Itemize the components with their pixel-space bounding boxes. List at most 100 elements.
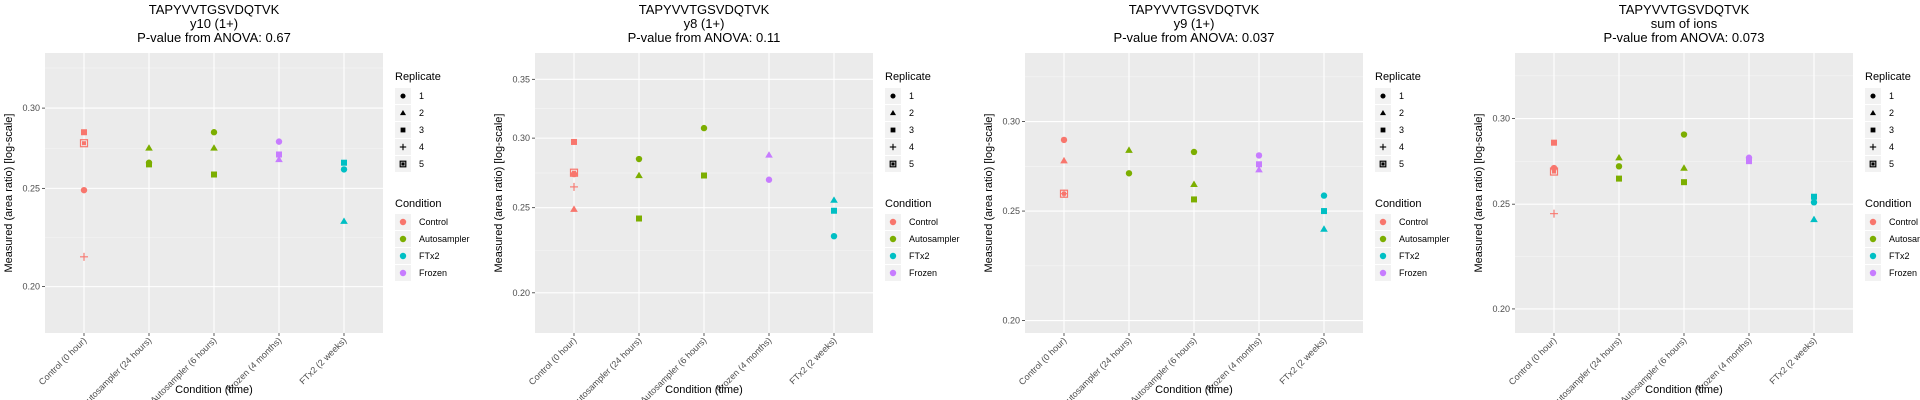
data-point xyxy=(1060,189,1068,198)
x-tick-label: FTx2 (2 weeks) xyxy=(1277,335,1328,386)
legend-label-replicate: 1 xyxy=(1889,91,1894,101)
legend-label-condition: Autosampler xyxy=(1889,234,1920,244)
chart-title-line: y9 (1+) xyxy=(1174,16,1215,31)
legend-key-color xyxy=(889,269,897,277)
legend-label-replicate: 3 xyxy=(909,125,914,135)
y-tick-label: 0.30 xyxy=(22,103,40,113)
data-point xyxy=(341,159,347,166)
x-tick-label: Autosampler (24 hours) xyxy=(1060,335,1134,400)
marker-triangle xyxy=(570,205,578,212)
y-tick-label: 0.20 xyxy=(1492,304,1510,314)
data-point xyxy=(1256,161,1262,168)
x-tick-label: FTx2 (2 weeks) xyxy=(297,335,348,386)
marker-circle xyxy=(80,186,88,194)
chart-title-line: y10 (1+) xyxy=(190,16,238,31)
data-point xyxy=(1125,146,1133,153)
data-point xyxy=(1810,199,1818,206)
legend-key-plus xyxy=(399,143,407,151)
data-point xyxy=(1811,193,1817,200)
legend: Replicate 1 2 3 4 5 Condition Control Autosample… xyxy=(1865,71,1920,281)
legend-label-replicate: 4 xyxy=(909,142,914,152)
y-tick-label: 0.25 xyxy=(512,203,530,213)
legend-label-condition: FTx2 xyxy=(1889,251,1910,261)
legend-key-square xyxy=(400,127,406,133)
legend-key-color xyxy=(1869,218,1877,226)
x-axis-title: Condition (time) xyxy=(175,384,253,396)
legend-key-color xyxy=(1379,252,1387,260)
data-point xyxy=(1060,156,1068,164)
legend-title-condition: Condition xyxy=(1865,198,1911,210)
data-point xyxy=(145,144,153,151)
marker-box xyxy=(1379,160,1387,168)
chart-title-line: TAPYVVTGSVDQTVK xyxy=(149,2,280,17)
legend-key-circle xyxy=(400,93,406,99)
data-point xyxy=(571,138,577,145)
chart-title-line: P-value from ANOVA: 0.11 xyxy=(628,30,781,45)
data-point xyxy=(765,176,773,183)
marker-square xyxy=(400,127,406,133)
marker-square xyxy=(1746,158,1752,165)
legend-label-replicate: 1 xyxy=(909,91,914,101)
marker-square xyxy=(701,172,707,179)
marker-square xyxy=(1870,127,1876,133)
legend-label-replicate: 4 xyxy=(1399,142,1404,152)
marker-triangle xyxy=(275,155,283,163)
marker-triangle xyxy=(1615,153,1623,161)
data-point xyxy=(1680,131,1688,138)
marker-triangle xyxy=(635,171,643,179)
data-point xyxy=(1681,179,1687,186)
data-point xyxy=(80,186,88,194)
marker-box xyxy=(399,160,407,168)
legend-label-replicate: 5 xyxy=(1399,159,1404,169)
data-point xyxy=(276,151,282,158)
y-axis-title: Measured (area ratio) [log-scale] xyxy=(3,114,15,273)
legend-key-triangle xyxy=(1379,109,1387,116)
legend-key-color xyxy=(399,269,407,277)
chart-title-line: TAPYVVTGSVDQTVK xyxy=(1129,2,1260,17)
marker-circle xyxy=(1190,148,1198,156)
marker-circle xyxy=(210,129,218,136)
marker-circle xyxy=(830,232,838,240)
legend-label-replicate: 2 xyxy=(1889,108,1894,118)
data-point xyxy=(1191,196,1197,203)
marker-triangle xyxy=(210,144,218,151)
legend-label-replicate: 5 xyxy=(1889,159,1894,169)
legend-key-color xyxy=(399,218,407,226)
y-tick-label: 0.25 xyxy=(22,183,40,193)
marker-square xyxy=(211,171,217,178)
marker-triangle xyxy=(399,109,407,116)
legend-label-replicate: 4 xyxy=(1889,142,1894,152)
data-point xyxy=(1320,192,1328,199)
legend: Replicate 1 2 3 4 5 Condition Control Autosample… xyxy=(1375,71,1450,281)
legend-label-condition: Autosampler xyxy=(419,234,470,244)
legend-key-circle xyxy=(1380,93,1386,99)
data-point xyxy=(830,196,838,203)
y-tick-label: 0.30 xyxy=(1492,114,1510,124)
y-tick-label: 0.30 xyxy=(512,133,530,143)
data-point xyxy=(1616,175,1622,182)
marker-circle xyxy=(1380,93,1386,99)
x-tick-label: Control (0 hour) xyxy=(37,335,89,387)
legend-label-condition: Control xyxy=(1889,217,1918,227)
data-point xyxy=(570,182,578,191)
y-axis-title: Measured (area ratio) [log-scale] xyxy=(493,114,505,273)
legend-key-plus xyxy=(1379,143,1387,151)
legend-key-circle xyxy=(890,93,896,99)
marker-triangle xyxy=(1060,156,1068,164)
chart-title-line: P-value from ANOVA: 0.67 xyxy=(137,30,291,45)
chart-title-line: y8 (1+) xyxy=(684,16,725,31)
marker-circle xyxy=(1320,192,1328,199)
marker-triangle xyxy=(1680,164,1688,171)
legend-label-replicate: 1 xyxy=(1399,91,1404,101)
data-point xyxy=(79,139,89,148)
data-point xyxy=(340,217,348,224)
x-tick-label: FTx2 (2 weeks) xyxy=(787,335,838,386)
legend-key-square-boxed xyxy=(1869,160,1877,168)
legend-title-replicate: Replicate xyxy=(395,71,441,83)
marker-square xyxy=(571,138,577,145)
y-tick-label: 0.20 xyxy=(22,282,40,292)
marker-box-inner xyxy=(1381,162,1385,166)
legend-key-color xyxy=(1379,269,1387,277)
